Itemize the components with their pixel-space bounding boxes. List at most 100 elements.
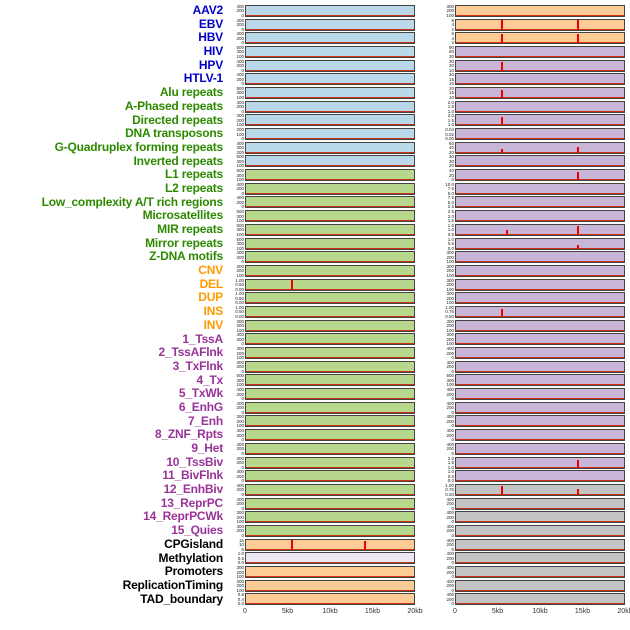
- track-label: ReplicationTiming: [122, 577, 224, 592]
- y-tick-label: 400: [446, 347, 454, 352]
- signal-baseline: [456, 206, 624, 208]
- x-tick-label: 20kb: [407, 608, 423, 616]
- signal-baseline: [246, 247, 414, 249]
- y-tick-label: 400: [236, 524, 244, 529]
- y-axis-ticks-right: 6420: [437, 19, 455, 31]
- y-tick-label: 300: [446, 4, 454, 9]
- signal-baseline: [456, 343, 624, 345]
- y-tick-label: 200: [236, 364, 244, 370]
- y-axis-ticks-right: 400 200 0: [437, 580, 455, 592]
- track-label: HPV: [198, 57, 223, 72]
- y-axis-ticks-left: 400 200 0: [226, 361, 245, 373]
- track-plot-left: [245, 18, 415, 31]
- y-tick-label: 1.00: [235, 278, 244, 283]
- y-tick-label: 0: [451, 519, 454, 524]
- y-tick-label: 0.5: [447, 241, 454, 247]
- y-tick-label: 4: [451, 35, 454, 41]
- track-plot-left: [245, 470, 415, 483]
- track-row-13: L1 repeats 500 300 100 40 20 0: [0, 168, 630, 182]
- y-tick-label: 0: [241, 491, 244, 496]
- y-tick-label: 100: [446, 382, 454, 387]
- y-tick-label: 200: [236, 418, 244, 424]
- y-tick-label: 400: [236, 4, 244, 9]
- signal-baseline: [456, 466, 624, 468]
- track-row-2: EBV40020006420: [0, 16, 630, 32]
- y-tick-label: 200: [446, 282, 454, 288]
- y-tick-label: 200: [446, 268, 454, 274]
- y-axis-ticks-left: 400 200 0: [226, 196, 245, 208]
- track-plot-left: [245, 566, 415, 579]
- x-tick-label: 10kb: [532, 608, 548, 616]
- y-tick-label: 0: [451, 396, 454, 401]
- y-tick-label: 300: [446, 278, 454, 283]
- y-axis-ticks-left: 400 200 0: [226, 429, 245, 441]
- signal-baseline: [456, 261, 624, 263]
- y-tick-label: 400: [446, 388, 454, 393]
- track-row-3: HBV40020006420: [0, 31, 630, 45]
- y-tick-label: 400: [446, 401, 454, 406]
- y-tick-label: 10: [448, 81, 454, 86]
- y-tick-label: 100: [446, 341, 454, 346]
- y-tick-label: 0.50: [235, 309, 244, 315]
- track-label: EBV: [198, 16, 223, 31]
- y-tick-label: 0: [241, 12, 244, 17]
- signal-spike: [501, 149, 504, 153]
- track-row-33: 9_Het 400 200 0 400 200 0: [0, 441, 630, 456]
- y-axis-ticks-right: 400 200 0: [437, 443, 455, 455]
- signal-baseline: [456, 480, 624, 482]
- track-label: 14_ReprPCWk: [143, 509, 223, 524]
- y-tick-label: 0: [241, 478, 244, 483]
- y-tick-label: 0: [241, 464, 244, 469]
- signal-baseline: [456, 534, 624, 536]
- y-axis-ticks-right: 3002001000: [437, 279, 455, 291]
- y-tick-label: 200: [236, 569, 244, 575]
- y-tick-label: 0.00: [445, 136, 454, 141]
- y-tick-label: 0: [241, 136, 244, 141]
- y-axis-ticks-left: 400300200100: [226, 142, 245, 154]
- y-tick-label: 0: [241, 108, 244, 113]
- track-plot-left: [245, 100, 415, 113]
- signal-spike: [291, 540, 294, 550]
- signal-baseline: [246, 96, 414, 98]
- track-label: MIR repeats: [157, 222, 223, 236]
- y-axis-ticks-left: 1.00 0.50 0.00: [226, 279, 245, 291]
- track-label: 13_ReprPC: [160, 495, 223, 510]
- y-tick-label: 0.0: [237, 560, 244, 565]
- track-label: 2_TssAFlnk: [158, 345, 224, 360]
- y-axis-ticks-left: 3002001000: [226, 320, 245, 332]
- y-axis-ticks-right: 3002001000: [437, 292, 455, 304]
- track-row-37: 13_ReprPC 400 200 0 400 200 0: [0, 495, 630, 511]
- track-row-4: HIV5003001009060300: [0, 44, 630, 59]
- y-tick-label: 30: [448, 53, 454, 58]
- track-plot-left: [245, 456, 415, 469]
- track-plot-right: [455, 552, 625, 565]
- signal-baseline: [456, 507, 624, 509]
- signal-baseline: [456, 288, 624, 290]
- y-tick-label: 200: [236, 268, 244, 274]
- track-label: AAV2: [192, 3, 224, 17]
- y-tick-label: 200: [236, 128, 244, 133]
- track-plot-right: [455, 319, 625, 332]
- y-tick-label: 400: [236, 360, 244, 365]
- y-tick-label: 0: [451, 177, 454, 182]
- signal-baseline: [456, 96, 624, 98]
- track-row-41: Methylation 1.0 0.5 0.0 400 200 0: [0, 551, 630, 566]
- signal-spike: [501, 89, 504, 98]
- track-plot-right: [455, 278, 625, 291]
- y-axis-ticks-right: 400 200 0: [437, 402, 455, 414]
- y-tick-label: 400: [236, 470, 244, 475]
- y-tick-label: 200: [236, 254, 244, 260]
- track-plot-left: [245, 442, 415, 455]
- y-tick-label: 300: [446, 377, 454, 383]
- y-tick-label: 300: [236, 347, 244, 352]
- track-plot-left: [245, 292, 415, 305]
- y-tick-label: 200: [236, 76, 244, 82]
- y-tick-label: 200: [446, 596, 454, 602]
- y-axis-ticks-left: 400 200 0: [226, 457, 245, 469]
- track-row-10: DNA transposons 200 100 0 0.04 0.02 0.00: [0, 126, 630, 141]
- track-row-38: 14_ReprPCWk30020010004002000: [0, 510, 630, 524]
- signal-baseline: [246, 261, 414, 263]
- y-tick-label: 0: [451, 368, 454, 373]
- y-axis-ticks-left: 1.0 0.5 0.0: [226, 552, 245, 564]
- track-label: DNA transposons: [125, 126, 223, 141]
